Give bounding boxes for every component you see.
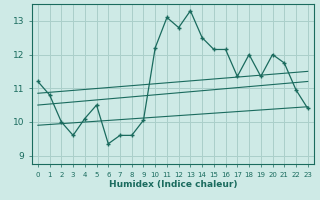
X-axis label: Humidex (Indice chaleur): Humidex (Indice chaleur) (108, 180, 237, 189)
